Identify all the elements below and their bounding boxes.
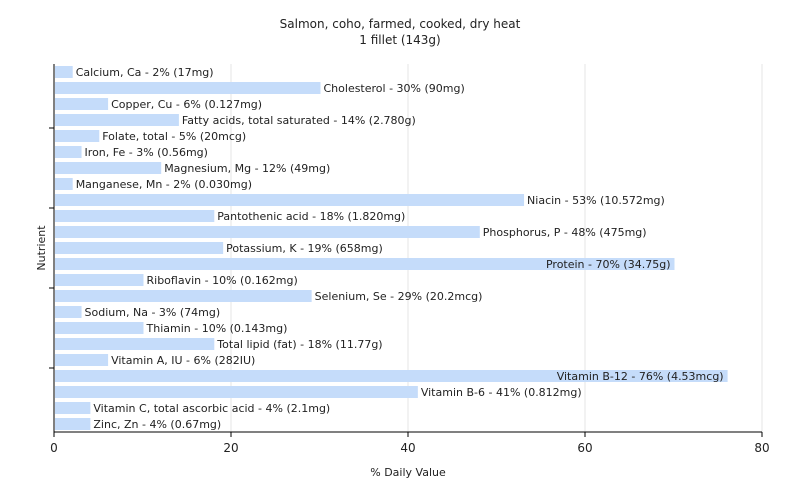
bar-label: Vitamin C, total ascorbic acid - 4% (2.1… xyxy=(93,402,330,415)
bar-label: Folate, total - 5% (20mcg) xyxy=(102,130,246,143)
bar-label: Phosphorus, P - 48% (475mg) xyxy=(483,226,647,239)
bar-label: Pantothenic acid - 18% (1.820mg) xyxy=(217,210,405,223)
bar-label: Selenium, Se - 29% (20.2mcg) xyxy=(315,290,483,303)
bar-label: Iron, Fe - 3% (0.56mg) xyxy=(85,146,208,159)
bar xyxy=(55,242,224,254)
bar-label: Vitamin B-12 - 76% (4.53mcg) xyxy=(557,370,724,383)
bar xyxy=(55,114,179,126)
bar xyxy=(55,322,144,334)
bar xyxy=(55,66,73,78)
bar xyxy=(55,178,73,190)
x-tick-label: 40 xyxy=(400,441,415,455)
bar xyxy=(55,290,312,302)
x-tick-label: 80 xyxy=(754,441,769,455)
bar xyxy=(55,386,418,398)
bar xyxy=(55,82,321,94)
bar-label: Calcium, Ca - 2% (17mg) xyxy=(76,66,214,79)
bar xyxy=(55,418,91,430)
bar xyxy=(55,354,109,366)
bar xyxy=(55,402,91,414)
bar xyxy=(55,306,82,318)
bar xyxy=(55,98,109,110)
bar-label: Zinc, Zn - 4% (0.67mg) xyxy=(93,418,221,431)
x-tick-label: 20 xyxy=(223,441,238,455)
bar xyxy=(55,162,162,174)
bar-label: Cholesterol - 30% (90mg) xyxy=(324,82,465,95)
bar xyxy=(55,338,215,350)
x-tick-label: 0 xyxy=(50,441,58,455)
chart-title: Salmon, coho, farmed, cooked, dry heat xyxy=(280,17,521,31)
bar-label: Vitamin B-6 - 41% (0.812mg) xyxy=(421,386,582,399)
bar xyxy=(55,274,144,286)
bar-label: Fatty acids, total saturated - 14% (2.78… xyxy=(182,114,416,127)
bar-label: Vitamin A, IU - 6% (282IU) xyxy=(111,354,255,367)
bar xyxy=(55,146,82,158)
x-axis-title: % Daily Value xyxy=(370,466,446,479)
axes-group: 0 20 40 60 80 xyxy=(49,64,770,455)
bar-label: Protein - 70% (34.75g) xyxy=(546,258,671,271)
bar-label: Total lipid (fat) - 18% (11.77g) xyxy=(216,338,382,351)
bar-label: Potassium, K - 19% (658mg) xyxy=(226,242,383,255)
bars-group: Calcium, Ca - 2% (17mg) Cholesterol - 30%… xyxy=(55,66,728,431)
bar-label: Riboflavin - 10% (0.162mg) xyxy=(147,274,298,287)
y-axis-title: Nutrient xyxy=(35,225,48,271)
bar xyxy=(55,226,480,238)
bar xyxy=(55,370,728,382)
chart-subtitle: 1 fillet (143g) xyxy=(359,33,440,47)
bar xyxy=(55,130,100,142)
bar-label: Thiamin - 10% (0.143mg) xyxy=(146,322,288,335)
bar-label: Sodium, Na - 3% (74mg) xyxy=(85,306,221,319)
bar xyxy=(55,194,525,206)
x-tick-label: 60 xyxy=(577,441,592,455)
bar xyxy=(55,258,675,270)
bar-label: Manganese, Mn - 2% (0.030mg) xyxy=(76,178,252,191)
bar-label: Magnesium, Mg - 12% (49mg) xyxy=(164,162,330,175)
bar-label: Niacin - 53% (10.572mg) xyxy=(527,194,665,207)
bar xyxy=(55,210,215,222)
bar-label: Copper, Cu - 6% (0.127mg) xyxy=(111,98,262,111)
